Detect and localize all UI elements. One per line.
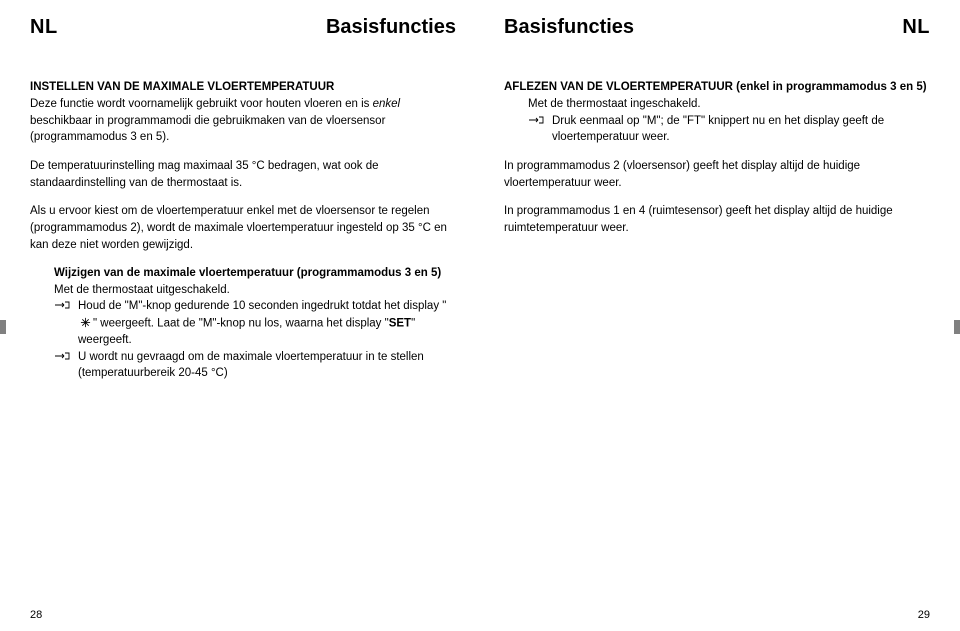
step-hold-m-b: " weergeeft. Laat de "M"-knop nu los, wa… (93, 317, 389, 329)
hand-pointer-icon (54, 300, 70, 310)
content-right: AFLEZEN VAN DE VLOERTEMPERATUUR (enkel i… (504, 79, 930, 619)
page-number-left: 28 (30, 609, 42, 621)
section-label-right: Basisfuncties (504, 16, 634, 39)
heading-read-floor-temp: AFLEZEN VAN DE VLOERTEMPERATUUR (enkel i… (504, 79, 930, 95)
snowflake-icon (80, 315, 91, 332)
page-spread: NL Basisfuncties INSTELLEN VAN DE MAXIMA… (0, 0, 960, 631)
lang-code-left: NL (30, 16, 58, 39)
para-mode2-right: In programmamodus 2 (vloersensor) geeft … (504, 158, 930, 191)
steps-block-right: Met de thermostaat ingeschakeld. Druk ee… (504, 96, 930, 146)
step-press-m-text: Druk eenmaal op "M"; de "FT" knippert nu… (552, 113, 930, 146)
step-hold-m-a: Houd de "M"-knop gedurende 10 seconden i… (78, 300, 446, 312)
para-intro: Deze functie wordt voornamelijk gebruikt… (30, 96, 456, 146)
para-intro-b: beschikbaar in programmamodi die gebruik… (30, 115, 385, 144)
header-left: NL Basisfuncties (30, 16, 456, 39)
step-set-range-text: U wordt nu gevraagd om de maximale vloer… (78, 349, 456, 382)
header-right: Basisfuncties NL (504, 16, 930, 39)
section-label-left: Basisfuncties (326, 16, 456, 39)
page-left: NL Basisfuncties INSTELLEN VAN DE MAXIMA… (0, 0, 480, 631)
step-hold-m-set: SET (389, 317, 411, 329)
page-right: Basisfuncties NL AFLEZEN VAN DE VLOERTEM… (480, 0, 960, 631)
subheading-change: Wijzigen van de maximale vloertemperatuu… (54, 265, 456, 281)
step-hold-m-text: Houd de "M"-knop gedurende 10 seconden i… (78, 298, 456, 348)
para-mode2: Als u ervoor kiest om de vloertemperatuu… (30, 203, 456, 253)
step-hold-m: Houd de "M"-knop gedurende 10 seconden i… (54, 298, 456, 348)
steps-block-left: Wijzigen van de maximale vloertemperatuu… (30, 265, 456, 382)
step-press-m: Druk eenmaal op "M"; de "FT" knippert nu… (528, 113, 930, 146)
step-set-range: U wordt nu gevraagd om de maximale vloer… (54, 349, 456, 382)
heading-max-floor-temp: INSTELLEN VAN DE MAXIMALE VLOERTEMPERATU… (30, 79, 456, 95)
hand-pointer-icon (528, 115, 544, 125)
para-max35: De temperatuurinstelling mag maximaal 35… (30, 158, 456, 191)
hand-pointer-icon (54, 351, 70, 361)
lang-code-right: NL (902, 16, 930, 39)
step-thermostat-on: Met de thermostaat ingeschakeld. (528, 96, 930, 113)
para-intro-em: enkel (373, 98, 401, 110)
page-number-right: 29 (918, 609, 930, 621)
para-mode14-right: In programmamodus 1 en 4 (ruimtesensor) … (504, 203, 930, 236)
step-thermostat-off: Met de thermostaat uitgeschakeld. (54, 282, 456, 299)
content-left: INSTELLEN VAN DE MAXIMALE VLOERTEMPERATU… (30, 79, 456, 619)
para-intro-a: Deze functie wordt voornamelijk gebruikt… (30, 98, 373, 110)
